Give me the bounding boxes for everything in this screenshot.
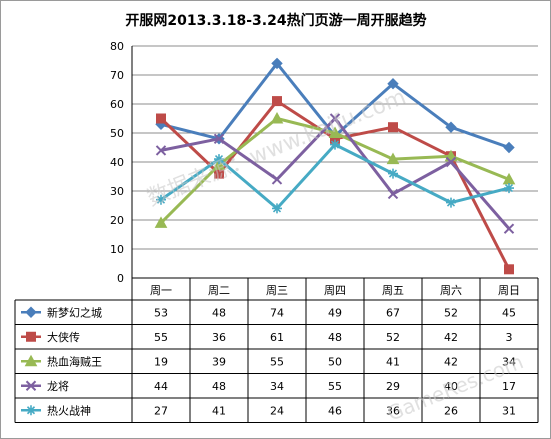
y-tick-label: 0 [117, 272, 124, 285]
data-label: 19 [154, 355, 168, 368]
data-point [330, 139, 340, 150]
data-label: 36 [212, 331, 226, 344]
data-point [504, 183, 514, 194]
data-label: 41 [386, 355, 400, 368]
legend-series-name: 热血海贼王 [47, 354, 102, 368]
data-label: 17 [502, 380, 516, 393]
data-label: 42 [444, 355, 458, 368]
data-label: 34 [270, 380, 284, 393]
data-label: 55 [270, 355, 284, 368]
data-point [503, 141, 515, 154]
data-label: 39 [212, 355, 226, 368]
x-tick-label: 周四 [324, 284, 346, 297]
data-label: 74 [270, 306, 284, 319]
y-tick-label: 60 [110, 98, 124, 111]
data-label: 3 [506, 331, 513, 344]
data-label: 40 [444, 380, 458, 393]
data-point [387, 77, 399, 90]
x-tick-label: 周六 [440, 284, 462, 297]
data-point [272, 96, 282, 107]
data-label: 52 [444, 306, 458, 319]
y-tick-label: 70 [110, 69, 124, 82]
data-label: 24 [270, 404, 284, 417]
data-label: 45 [502, 306, 516, 319]
data-point [270, 111, 284, 124]
x-tick-label: 周日 [498, 284, 520, 297]
data-label: 55 [328, 380, 342, 393]
data-label: 41 [212, 404, 226, 417]
legend-marker [24, 354, 38, 367]
data-label: 49 [328, 306, 342, 319]
data-point [214, 154, 224, 165]
data-point [154, 216, 168, 228]
data-point [212, 158, 226, 170]
legend-series-name: 新梦幻之城 [47, 305, 102, 319]
data-label: 50 [328, 355, 342, 368]
data-point [213, 133, 225, 145]
data-point [503, 223, 515, 234]
data-label: 26 [444, 404, 458, 417]
data-point [328, 126, 342, 138]
data-label: 67 [386, 306, 400, 319]
data-point [445, 121, 457, 133]
data-point [388, 168, 398, 179]
data-label: 42 [444, 331, 458, 344]
chart-title: 开服网2013.3.18-3.24热门页游一周开服趋势 [125, 12, 426, 29]
legend-series-name: 龙将 [47, 380, 69, 393]
data-point [271, 57, 283, 70]
data-label: 34 [502, 355, 516, 368]
data-label: 27 [154, 404, 168, 417]
data-label: 36 [386, 404, 400, 417]
y-tick-label: 30 [110, 185, 124, 198]
data-point [504, 264, 514, 275]
legend-series-name: 大侠传 [47, 330, 80, 344]
data-label: 29 [386, 380, 400, 393]
data-label: 44 [154, 380, 168, 393]
data-point [387, 188, 399, 200]
legend-marker [25, 380, 37, 391]
data-label: 61 [270, 331, 284, 344]
legend-marker [25, 306, 37, 318]
data-point [445, 156, 457, 168]
data-point [156, 113, 166, 124]
x-tick-label: 周三 [266, 284, 288, 297]
legend-series-name: 热火战神 [47, 403, 91, 417]
data-point [272, 203, 282, 214]
data-point [388, 122, 398, 133]
data-point [155, 145, 167, 156]
data-label: 48 [212, 306, 226, 319]
y-tick-label: 10 [110, 243, 124, 256]
data-label: 52 [386, 331, 400, 344]
data-point [446, 197, 456, 208]
data-label: 55 [154, 331, 168, 344]
y-tick-label: 20 [110, 214, 124, 227]
data-label: 48 [212, 380, 226, 393]
data-label: 53 [154, 306, 168, 319]
data-point [386, 152, 400, 165]
data-label: 46 [328, 404, 342, 417]
data-label: 31 [502, 404, 516, 417]
data-point [271, 174, 283, 185]
x-tick-label: 周一 [150, 284, 172, 297]
y-tick-label: 50 [110, 127, 124, 140]
data-point [156, 194, 166, 205]
x-tick-label: 周二 [208, 284, 230, 297]
data-point [329, 113, 341, 124]
y-tick-label: 80 [110, 40, 124, 53]
legend-marker [26, 405, 36, 416]
legend-marker [26, 331, 36, 342]
x-tick-label: 周五 [382, 284, 404, 297]
data-label: 48 [328, 331, 342, 344]
y-tick-label: 40 [110, 156, 124, 169]
